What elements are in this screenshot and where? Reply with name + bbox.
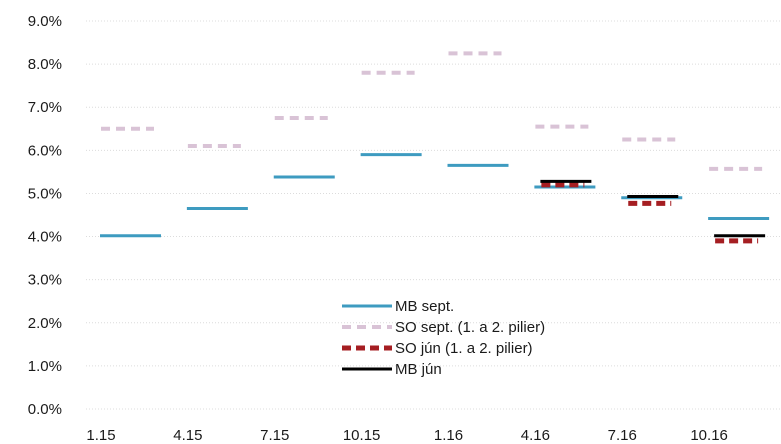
x-tick-label: 10.16 xyxy=(690,427,728,444)
x-tick-label: 4.15 xyxy=(173,427,202,444)
y-tick-label: 4.0% xyxy=(28,229,62,246)
x-tick-label: 10.15 xyxy=(343,427,381,444)
legend: MB sept. SO sept. (1. a 2. pilier) SO jún … xyxy=(342,298,545,378)
y-tick-label: 1.0% xyxy=(28,358,62,375)
legend-label: SO jún (1. a 2. pilier) xyxy=(395,340,533,357)
y-tick-label: 5.0% xyxy=(28,185,62,202)
y-tick-label: 8.0% xyxy=(28,56,62,73)
y-tick-label: 3.0% xyxy=(28,272,62,289)
x-tick-label: 1.15 xyxy=(86,427,115,444)
y-tick-label: 6.0% xyxy=(28,142,62,159)
x-tick-label: 4.16 xyxy=(521,427,550,444)
x-tick-label: 1.16 xyxy=(434,427,463,444)
y-tick-label: 2.0% xyxy=(28,315,62,332)
legend-label: SO sept. (1. a 2. pilier) xyxy=(395,319,545,336)
legend-label: MB jún xyxy=(395,361,442,378)
x-tick-label: 7.15 xyxy=(260,427,289,444)
x-tick-label: 7.16 xyxy=(608,427,637,444)
x-axis: 1.15 4.15 7.15 10.15 1.16 4.16 7.16 10.16 xyxy=(86,427,728,444)
y-tick-label: 7.0% xyxy=(28,99,62,116)
y-axis: 0.0% 1.0% 2.0% 3.0% 4.0% 5.0% 6.0% 7.0% 8.0% 9.0% xyxy=(28,13,62,418)
legend-label: MB sept. xyxy=(395,298,454,315)
grid-layer xyxy=(86,20,781,410)
plot-area xyxy=(100,51,770,244)
y-tick-label: 9.0% xyxy=(28,13,62,30)
y-tick-label: 0.0% xyxy=(28,401,62,418)
